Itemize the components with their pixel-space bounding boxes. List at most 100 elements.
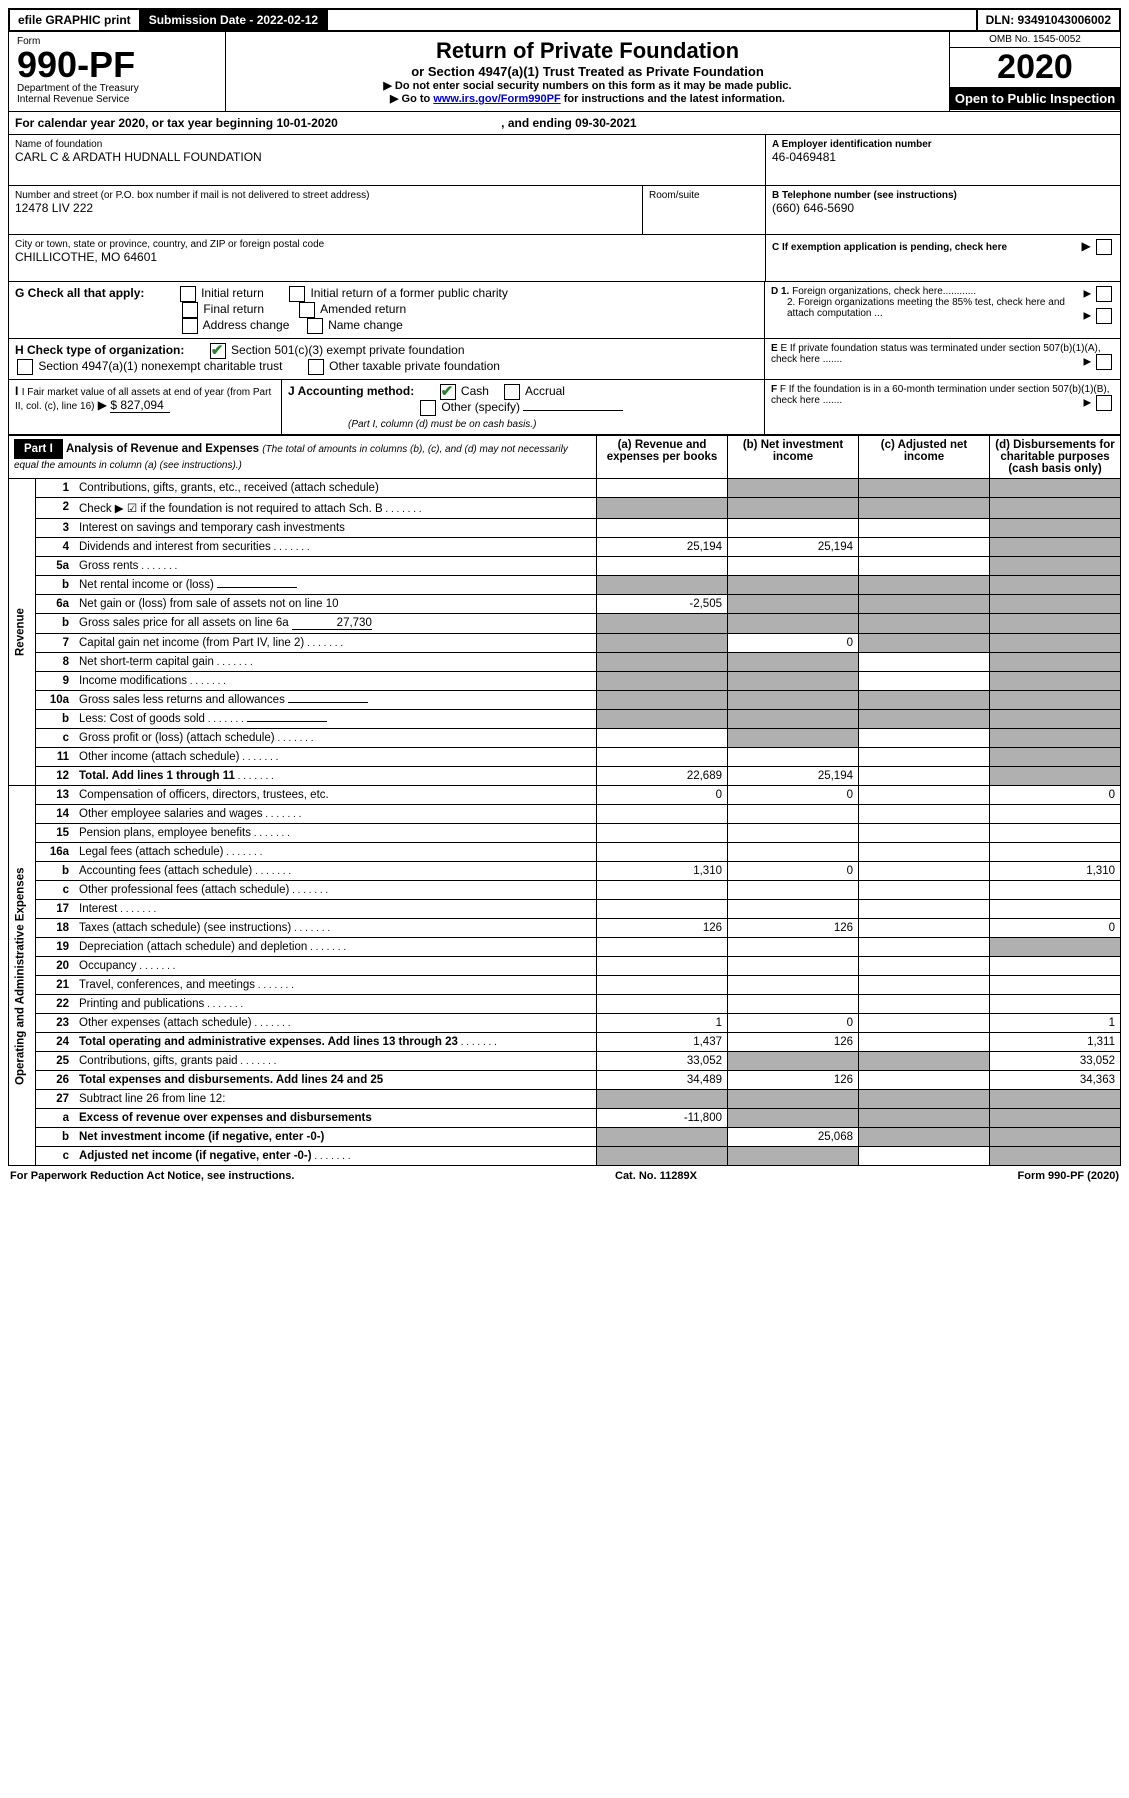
cell-b: [728, 576, 859, 595]
g-initial-former-checkbox[interactable]: [289, 286, 305, 302]
line-number: c: [36, 881, 75, 900]
g-final-checkbox[interactable]: [182, 302, 198, 318]
j-other-checkbox[interactable]: [420, 400, 436, 416]
line-number: 12: [36, 767, 75, 786]
table-row: cGross profit or (loss) (attach schedule…: [9, 729, 1121, 748]
cell-b: [728, 957, 859, 976]
cell-a: 33,052: [597, 1052, 728, 1071]
line-description: Contributions, gifts, grants, etc., rece…: [74, 479, 597, 498]
line-number: 24: [36, 1033, 75, 1052]
cell-b: [728, 479, 859, 498]
table-row: 6aNet gain or (loss) from sale of assets…: [9, 595, 1121, 614]
table-row: Operating and Administrative Expenses13C…: [9, 786, 1121, 805]
col-d-header: (d) Disbursements for charitable purpose…: [990, 436, 1121, 479]
cell-b: 25,068: [728, 1128, 859, 1147]
cell-a: [597, 729, 728, 748]
footer-right: Form 990-PF (2020): [1018, 1170, 1119, 1182]
calendar-year-row: For calendar year 2020, or tax year begi…: [8, 112, 1121, 135]
cell-b: [728, 595, 859, 614]
cell-d: [990, 538, 1121, 557]
cell-a: 126: [597, 919, 728, 938]
cell-c: [859, 729, 990, 748]
foundation-name: CARL C & ARDATH HUDNALL FOUNDATION: [15, 150, 759, 164]
cell-b: 126: [728, 1033, 859, 1052]
city-label: City or town, state or province, country…: [15, 239, 759, 250]
line-number: 17: [36, 900, 75, 919]
cell-a: [597, 805, 728, 824]
line-description: Check ▶ ☑ if the foundation is not requi…: [74, 498, 597, 519]
cell-b: [728, 1109, 859, 1128]
table-row: 22Printing and publications . . . . . . …: [9, 995, 1121, 1014]
addr-label: Number and street (or P.O. box number if…: [15, 190, 636, 201]
cell-b: 0: [728, 634, 859, 653]
cell-d: 33,052: [990, 1052, 1121, 1071]
cell-a: [597, 900, 728, 919]
line-description: Taxes (attach schedule) (see instruction…: [74, 919, 597, 938]
cell-d: [990, 976, 1121, 995]
line-description: Pension plans, employee benefits . . . .…: [74, 824, 597, 843]
table-row: 26Total expenses and disbursements. Add …: [9, 1071, 1121, 1090]
line-number: 23: [36, 1014, 75, 1033]
form-link[interactable]: www.irs.gov/Form990PF: [433, 93, 560, 105]
room-label: Room/suite: [649, 190, 759, 201]
cell-b: [728, 710, 859, 729]
line-description: Gross profit or (loss) (attach schedule)…: [74, 729, 597, 748]
cell-a: [597, 672, 728, 691]
table-row: 8Net short-term capital gain . . . . . .…: [9, 653, 1121, 672]
cell-d: [990, 672, 1121, 691]
line-description: Net investment income (if negative, ente…: [74, 1128, 597, 1147]
cell-b: [728, 557, 859, 576]
line-number: 20: [36, 957, 75, 976]
line-number: 4: [36, 538, 75, 557]
line-number: 6a: [36, 595, 75, 614]
entity-block: Name of foundation CARL C & ARDATH HUDNA…: [8, 135, 1121, 282]
cell-c: [859, 614, 990, 634]
cell-a: 25,194: [597, 538, 728, 557]
g-amended: Amended return: [320, 302, 406, 316]
cell-a: [597, 938, 728, 957]
e-checkbox[interactable]: [1096, 354, 1112, 370]
h-4947-checkbox[interactable]: [17, 359, 33, 375]
j-accrual-checkbox[interactable]: [504, 384, 520, 400]
g-name-checkbox[interactable]: [307, 318, 323, 334]
f-checkbox[interactable]: [1096, 395, 1112, 411]
g-address-checkbox[interactable]: [182, 318, 198, 334]
line-description: Depreciation (attach schedule) and deple…: [74, 938, 597, 957]
d2-checkbox[interactable]: [1096, 308, 1112, 324]
line-description: Other professional fees (attach schedule…: [74, 881, 597, 900]
cell-a: [597, 1090, 728, 1109]
cell-b: [728, 1147, 859, 1166]
cell-b: [728, 1052, 859, 1071]
cell-b: [728, 614, 859, 634]
line-description: Occupancy . . . . . . .: [74, 957, 597, 976]
line-description: Less: Cost of goods sold . . . . . . .: [74, 710, 597, 729]
checks-block: G Check all that apply: Initial return I…: [8, 282, 1121, 339]
j-cash-checkbox[interactable]: [440, 384, 456, 400]
cell-a: 1: [597, 1014, 728, 1033]
h-501c3-checkbox[interactable]: [210, 343, 226, 359]
cell-b: [728, 672, 859, 691]
c-checkbox[interactable]: [1096, 239, 1112, 255]
table-row: 4Dividends and interest from securities …: [9, 538, 1121, 557]
g-initial-checkbox[interactable]: [180, 286, 196, 302]
cell-b: [728, 938, 859, 957]
line-description: Accounting fees (attach schedule) . . . …: [74, 862, 597, 881]
line-number: 2: [36, 498, 75, 519]
cell-c: [859, 843, 990, 862]
cal-year-end: , and ending 09-30-2021: [501, 116, 636, 130]
table-row: 21Travel, conferences, and meetings . . …: [9, 976, 1121, 995]
cell-b: [728, 1090, 859, 1109]
j-accrual: Accrual: [525, 384, 565, 398]
g-initial: Initial return: [201, 286, 264, 300]
h-other-checkbox[interactable]: [308, 359, 324, 375]
cell-a: [597, 1147, 728, 1166]
cell-c: [859, 824, 990, 843]
g-amended-checkbox[interactable]: [299, 302, 315, 318]
cell-d: [990, 881, 1121, 900]
d1-checkbox[interactable]: [1096, 286, 1112, 302]
cell-a: [597, 843, 728, 862]
cell-c: [859, 691, 990, 710]
cell-d: 1: [990, 1014, 1121, 1033]
line-number: 27: [36, 1090, 75, 1109]
cell-a: 1,310: [597, 862, 728, 881]
